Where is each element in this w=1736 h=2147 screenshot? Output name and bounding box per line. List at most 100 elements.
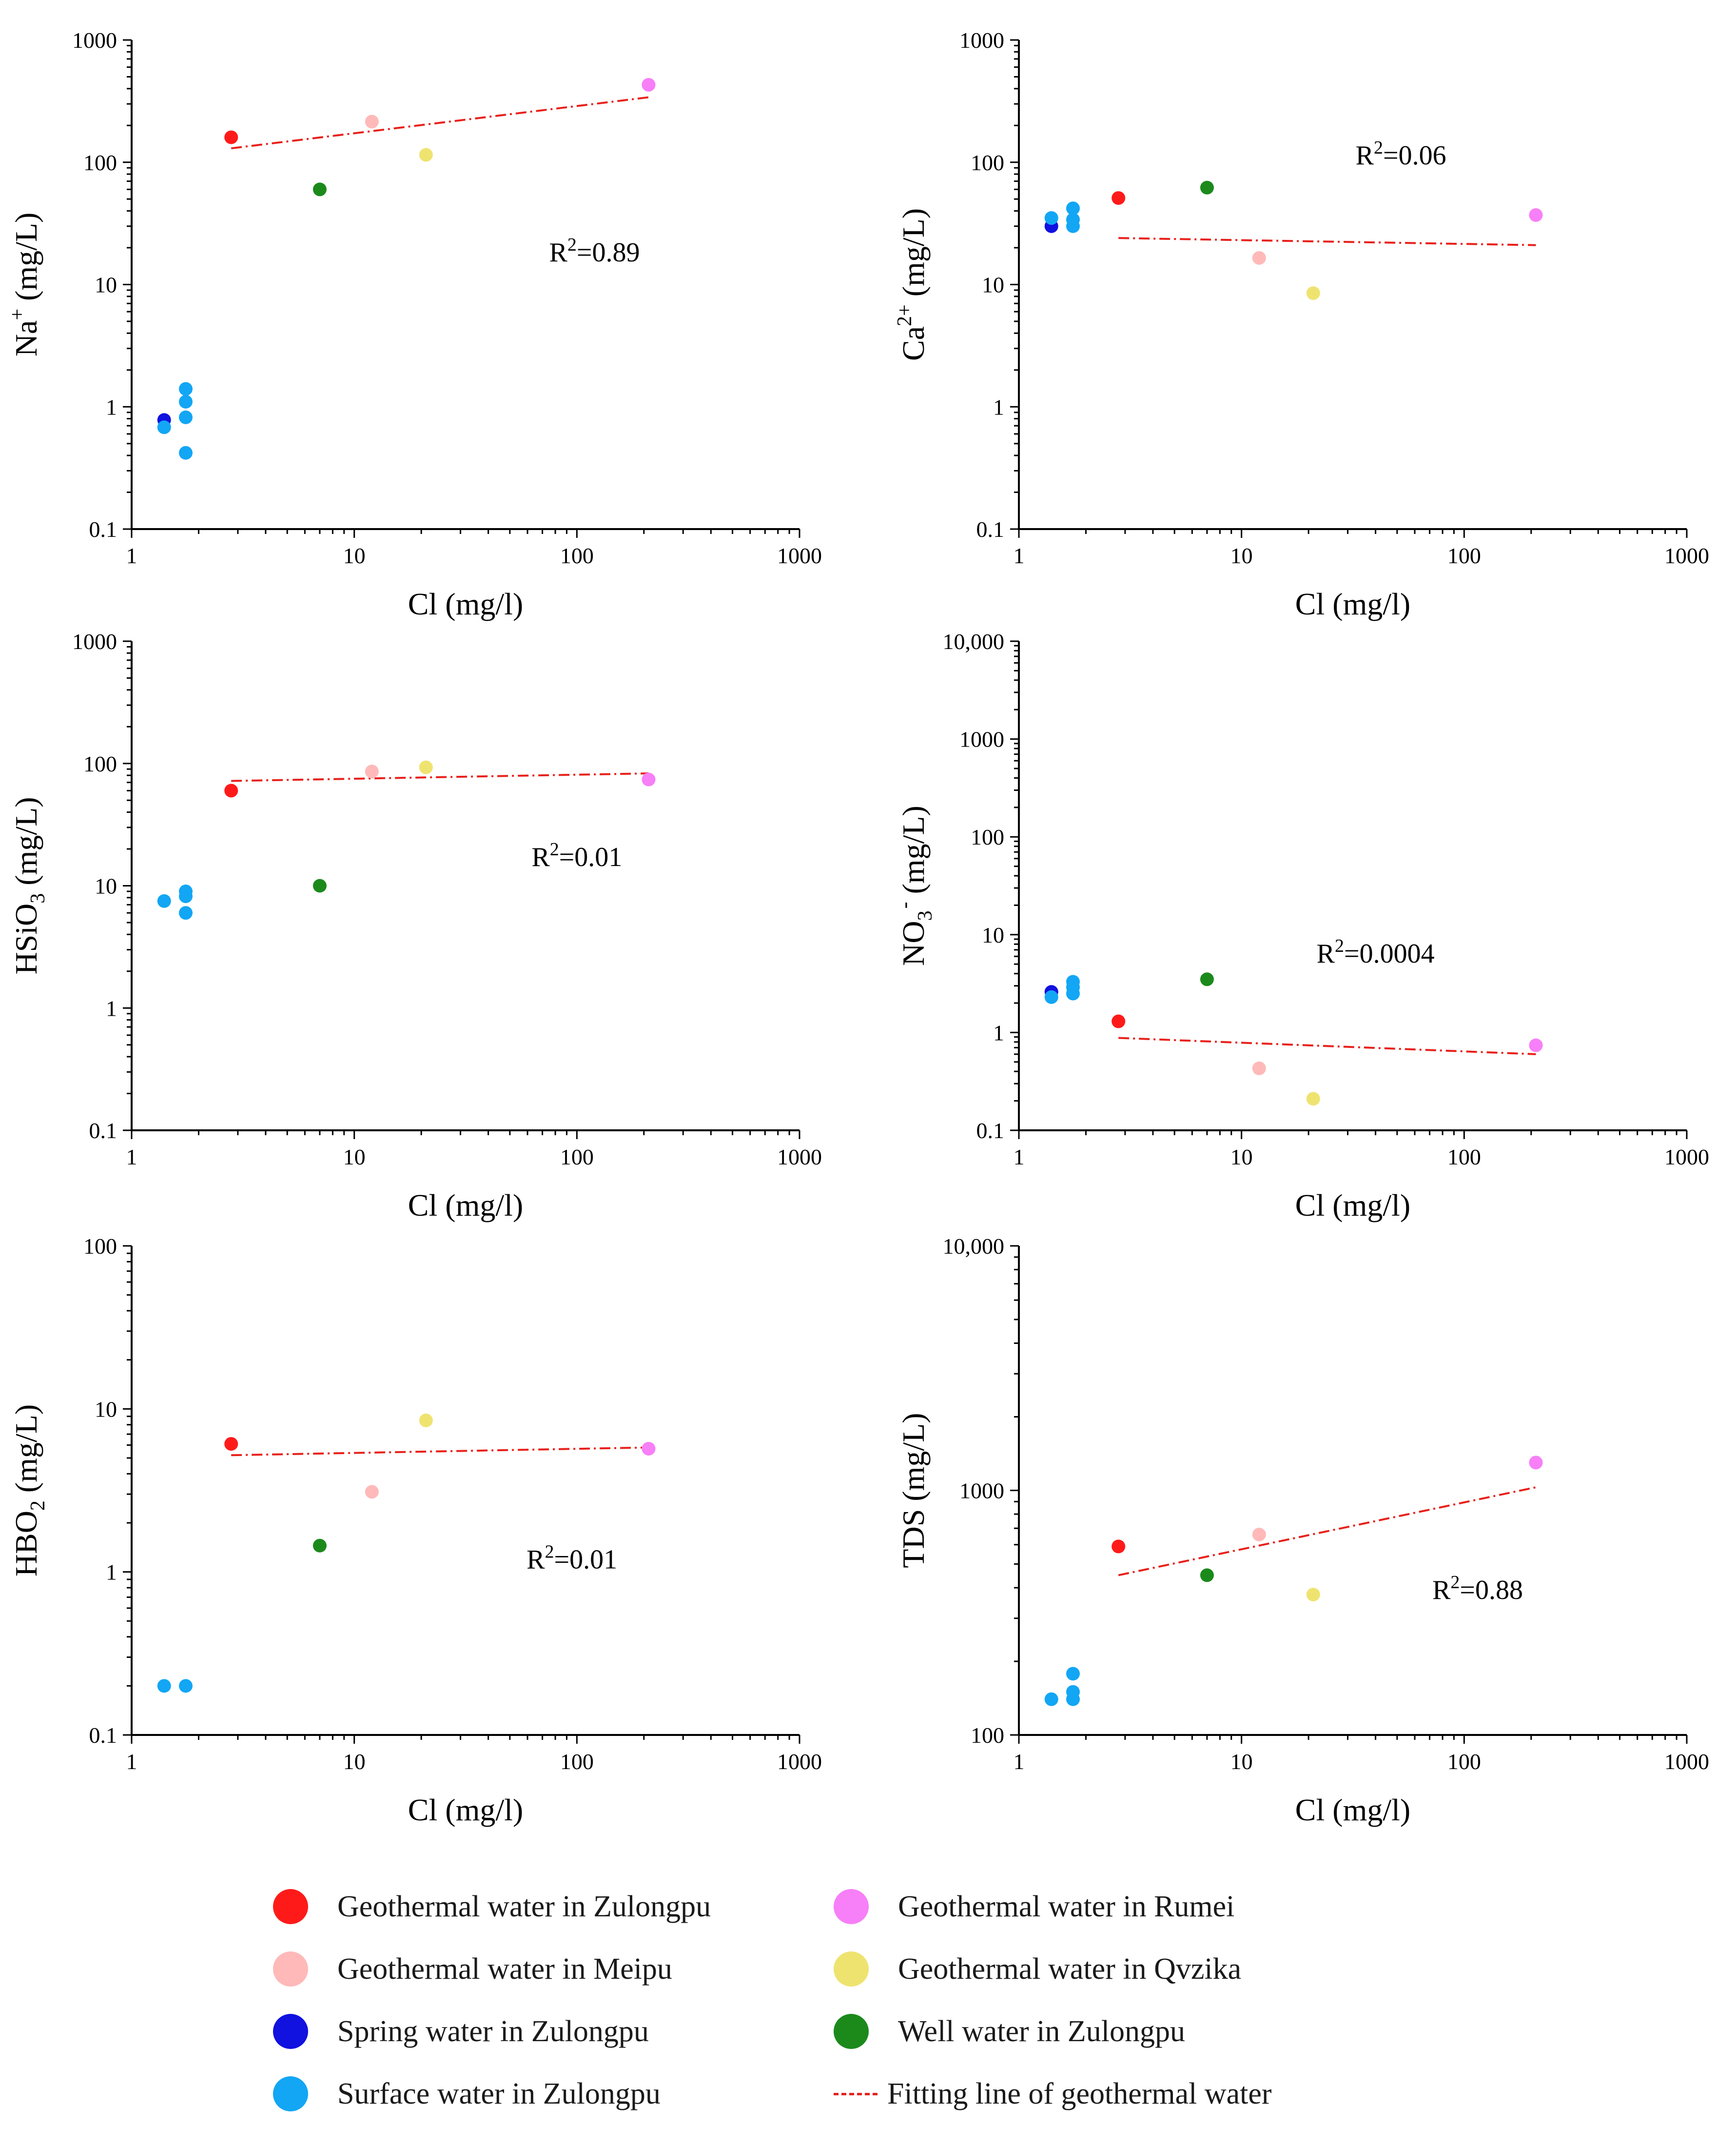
x-tick-label: 100	[560, 1144, 594, 1169]
data-point-surface	[1066, 986, 1080, 1001]
fit-line	[1118, 1037, 1536, 1055]
y-tick-label: 1	[106, 394, 117, 419]
x-tick-label: 100	[560, 543, 594, 568]
data-point-surface	[1066, 219, 1080, 233]
data-point-rumei-geo	[642, 1441, 656, 1456]
y-tick-label: 100	[83, 1234, 117, 1259]
data-point-well	[1200, 1568, 1214, 1582]
data-point-surface	[1044, 211, 1058, 225]
y-axis-title: HSiO3 (mg/L)	[9, 797, 49, 974]
data-point-meipu-geo	[1252, 1527, 1266, 1541]
x-tick-label: 100	[1447, 1749, 1481, 1774]
r-squared-label: R2=0.01	[531, 839, 622, 872]
y-tick-label: 1000	[959, 727, 1004, 752]
data-point-surface	[157, 420, 171, 434]
data-point-surface	[178, 1679, 193, 1693]
chart-panel-hsio3: 1 10 100 1000 0.1 1 10 100 1000 Cl (mg/l) HSiO3 (m…	[9, 629, 822, 1222]
x-tick-label: 10	[343, 1144, 366, 1169]
x-axis-title: Cl (mg/l)	[408, 1188, 523, 1222]
x-axis-title: Cl (mg/l)	[1295, 1792, 1410, 1827]
data-point-well	[312, 182, 327, 197]
legend-marker-surface	[273, 2076, 308, 2111]
y-tick-label: 0.1	[89, 1118, 117, 1143]
legend-item-qvzika-geothermal: Geothermal water in Qvzika	[834, 1945, 1241, 1993]
y-tick-label: 0.1	[976, 1118, 1005, 1143]
data-point-surface	[1066, 201, 1080, 216]
y-tick-label: 1000	[72, 629, 117, 654]
y-tick-label: 1	[993, 394, 1004, 419]
y-tick-label: 10,000	[943, 1234, 1005, 1259]
x-axis-title: Cl (mg/l)	[408, 587, 523, 621]
data-point-qvzika-geo	[1306, 1588, 1320, 1602]
data-point-rumei-geo	[1529, 1038, 1543, 1052]
y-tick-label: 10	[982, 273, 1004, 297]
legend-item-zulongpu-geothermal: Geothermal water in Zulongpu	[273, 1882, 711, 1931]
x-tick-label: 1	[126, 543, 137, 568]
legend-marker-zulongpu-geothermal	[273, 1889, 308, 1924]
r-squared-label: R2=0.89	[549, 235, 640, 268]
data-point-meipu-geo	[365, 765, 379, 779]
chart-panel-na: 1 10 100 1000 0.1 1 10 100 1000 Cl (mg/l) Na+ (mg/…	[6, 28, 822, 621]
legend-item-well: Well water in Zulongpu	[834, 2007, 1185, 2056]
y-tick-label: 10,000	[943, 629, 1005, 654]
legend-label: Geothermal water in Qvzika	[898, 1952, 1242, 1986]
x-tick-label: 10	[1230, 1144, 1253, 1169]
data-point-rumei-geo	[642, 772, 656, 787]
data-point-well	[1200, 180, 1214, 195]
x-axis-title: Cl (mg/l)	[408, 1792, 523, 1827]
y-tick-label: 1000	[959, 1478, 1004, 1503]
data-point-surface	[178, 410, 193, 424]
data-point-surface	[178, 906, 193, 920]
x-tick-label: 100	[1447, 543, 1481, 568]
legend-marker-meipu-geothermal	[273, 1951, 308, 1987]
legend-label: Geothermal water in Meipu	[337, 1952, 672, 1986]
data-point-zulongpu-geo	[224, 784, 238, 798]
data-point-surface	[1044, 990, 1058, 1004]
data-point-meipu-geo	[365, 1485, 379, 1499]
data-point-surface	[1044, 1692, 1058, 1706]
legend: Geothermal water in Zulongpu Geothermal …	[273, 1882, 1492, 2136]
legend-label: Geothermal water in Rumei	[898, 1890, 1235, 1923]
data-point-well	[312, 879, 327, 893]
x-tick-label: 100	[560, 1749, 594, 1774]
legend-marker-well	[834, 2014, 869, 2049]
y-tick-label: 1	[993, 1020, 1004, 1045]
fit-line	[231, 96, 649, 150]
legend-item-rumei-geothermal: Geothermal water in Rumei	[834, 1882, 1234, 1931]
x-tick-label: 10	[1230, 1749, 1253, 1774]
x-tick-label: 1	[126, 1749, 137, 1774]
legend-marker-rumei-geothermal	[834, 1889, 869, 1924]
y-tick-label: 10	[982, 923, 1004, 947]
legend-label: Fitting line of geothermal water	[887, 2077, 1272, 2110]
data-point-surface	[178, 446, 193, 460]
x-tick-label: 1	[1014, 1144, 1025, 1169]
data-point-qvzika-geo	[419, 1413, 433, 1427]
legend-marker-spring	[273, 2014, 308, 2049]
x-tick-label: 1	[1014, 543, 1025, 568]
x-tick-label: 1000	[777, 543, 822, 568]
data-point-surface	[157, 894, 171, 908]
data-point-surface	[178, 394, 193, 409]
y-tick-label: 1	[106, 1560, 117, 1585]
x-tick-label: 100	[1447, 1144, 1481, 1169]
y-tick-label: 0.1	[89, 1723, 117, 1748]
x-axis-title: Cl (mg/l)	[1295, 1188, 1410, 1222]
x-tick-label: 10	[343, 543, 366, 568]
data-point-qvzika-geo	[1306, 286, 1320, 300]
r-squared-label: R2=0.88	[1432, 1572, 1523, 1605]
legend-label: Surface water in Zulongpu	[337, 2077, 661, 2110]
y-tick-label: 10	[95, 273, 117, 297]
y-axis-title: Ca2+ (mg/L)	[894, 208, 931, 361]
legend-item-fitting-line: Fitting line of geothermal water	[834, 2069, 1272, 2118]
legend-label: Spring water in Zulongpu	[337, 2014, 649, 2048]
fit-line	[231, 772, 649, 782]
chart-panel-ca: 1 10 100 1000 0.1 1 10 100 1000 Cl (mg/l) Ca2+ (mg…	[894, 28, 1709, 621]
data-point-zulongpu-geo	[224, 130, 238, 144]
y-tick-label: 1000	[959, 28, 1004, 53]
chart-panel-no3: 1 10 100 1000 0.1 1 10 100 1000 10,000 Cl (mg/l) NO…	[894, 629, 1709, 1222]
data-point-zulongpu-geo	[224, 1437, 238, 1451]
r-squared-label: R2=0.01	[527, 1542, 617, 1575]
x-tick-label: 1000	[1664, 1749, 1709, 1774]
data-point-surface	[1066, 1667, 1080, 1681]
y-tick-label: 1000	[72, 28, 117, 53]
